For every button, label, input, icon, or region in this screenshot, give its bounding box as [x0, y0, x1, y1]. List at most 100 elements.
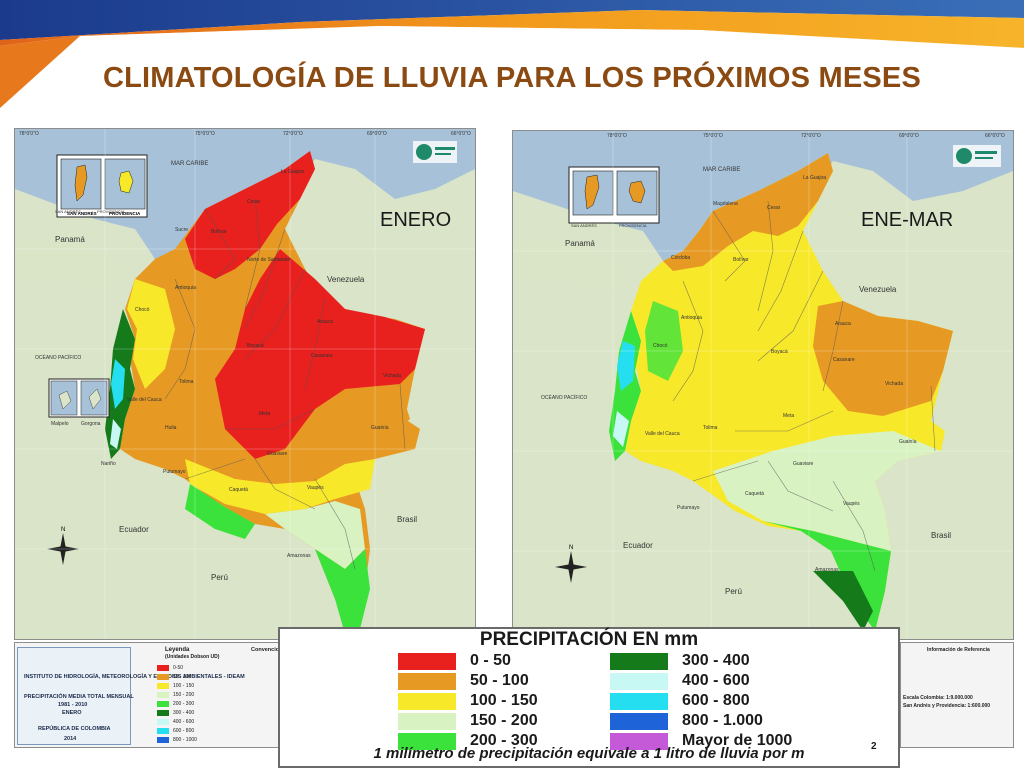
institute-name: INSTITUTO DE HIDROLOGÍA, METEOROLOGÍA Y … — [24, 674, 245, 680]
small-legend-item: 0-50 — [157, 665, 183, 671]
place-label: La Guajira — [803, 175, 827, 181]
place-label: Panamá — [565, 239, 595, 248]
north-arrow-icon: N — [555, 545, 587, 583]
place-label: Amazonas — [815, 567, 839, 573]
place-label: Panamá — [55, 235, 85, 244]
legend-label: 600 - 800 — [682, 692, 750, 709]
longitude-tick: 78°0'0"O — [19, 131, 39, 137]
place-label: Cesar — [247, 199, 261, 205]
slide-title: CLIMATOLOGÍA DE LLUVIA PARA LOS PRÓXIMOS… — [102, 62, 921, 94]
legend-footnote: 1 milímetro de precipitación equivale a … — [373, 745, 805, 762]
svg-text:N: N — [569, 545, 573, 551]
place-label: PROVIDENCIA — [619, 223, 647, 228]
info-year: 2014 — [64, 736, 77, 742]
legend-label: 150 - 200 — [470, 712, 538, 729]
place-label: Ecuador — [623, 541, 653, 550]
conventions-title: Convenciones — [251, 647, 289, 653]
longitude-tick: 75°0'0"O — [195, 131, 215, 137]
legend-swatch — [398, 653, 456, 670]
place-label: Venezuela — [859, 285, 897, 294]
svg-text:N: N — [61, 527, 65, 533]
info-map-title: PRECIPITACIÓN MEDIA TOTAL MENSUAL — [24, 694, 134, 700]
map-panel-enero: SAN ANDRÉS PROVIDENCIA N — [14, 128, 476, 640]
place-label: Cesar — [767, 205, 781, 211]
place-label: Vaupés — [307, 485, 324, 491]
legend-swatch — [610, 673, 668, 690]
place-label: Córdoba — [671, 255, 691, 261]
place-label: Vaupés — [843, 501, 860, 507]
scale-colombia: Escala Colombia: 1:9.000.000 — [903, 695, 973, 701]
institute-box: INSTITUTO DE HIDROLOGÍA, METEOROLOGÍA Y … — [17, 647, 245, 745]
info-years: 1981 - 2010 — [58, 702, 88, 708]
info-country: REPÚBLICA DE COLOMBIA — [38, 726, 111, 732]
place-label: Meta — [783, 413, 795, 419]
legend-label: 50 - 100 — [470, 672, 529, 689]
place-label: Boyacá — [247, 343, 264, 349]
place-label: PROVIDENCIA — [97, 209, 125, 214]
place-label: Putumayo — [163, 469, 186, 475]
place-label: Guainía — [899, 439, 917, 445]
small-legend: Leyenda (Unidades Dobson UD) 0-50 50 - 1… — [155, 647, 250, 743]
place-label: Brasil — [397, 515, 418, 524]
place-label: Caquetá — [229, 487, 248, 493]
small-legend-item: 800 - 1000 — [157, 737, 197, 743]
info-month: ENERO — [62, 710, 82, 716]
reference-title: Información de Referencia — [927, 647, 990, 653]
small-legend-subtitle: (Unidades Dobson UD) — [165, 654, 220, 660]
place-label: Ecuador — [119, 525, 149, 534]
place-label: SAN ANDRÉS — [55, 209, 81, 214]
place-label: Meta — [259, 411, 271, 417]
precipitation-legend: PRECIPITACIÓN EN mm 0 - 50 50 - 100 100 … — [278, 627, 900, 768]
place-label: Guainía — [371, 425, 389, 431]
longitude-tick: 78°0'0"O — [607, 133, 627, 139]
place-label: OCÉANO PACÍFICO — [541, 395, 588, 401]
legend-swatch — [398, 733, 456, 750]
legend-label: 0 - 50 — [470, 652, 511, 669]
longitude-tick: 72°0'0"O — [801, 133, 821, 139]
place-label: Casanare — [311, 353, 333, 359]
place-label: Nariño — [101, 461, 116, 467]
place-label: Venezuela — [327, 275, 365, 284]
legend-title: PRECIPITACIÓN EN mm — [479, 629, 699, 650]
small-legend-item: 400 - 600 — [157, 719, 194, 725]
place-label: Gorgona — [81, 421, 101, 427]
small-legend-item: 100 - 150 — [157, 683, 194, 689]
place-label: Perú — [725, 587, 742, 596]
place-label: Brasil — [931, 531, 952, 540]
place-label: Boyacá — [771, 349, 788, 355]
place-label: Sucre — [175, 227, 189, 233]
place-label: Tolima — [703, 425, 718, 431]
place-label: Amazonas — [287, 553, 311, 559]
legend-swatch — [610, 693, 668, 710]
place-label: Vichada — [885, 381, 903, 387]
slide-banner — [0, 0, 1024, 108]
legend-label: 200 - 300 — [470, 732, 538, 749]
map-panel-ene-mar: N ENE-MAR 78°0'0"O 75°0'0"O 72°0'0"O 69°… — [512, 130, 1014, 640]
place-label: Chocó — [653, 343, 668, 349]
place-label: Guaviare — [267, 451, 288, 457]
longitude-tick: 75°0'0"O — [703, 133, 723, 139]
place-label: Tolima — [179, 379, 194, 385]
legend-label: 300 - 400 — [682, 652, 750, 669]
longitude-tick: 72°0'0"O — [283, 131, 303, 137]
place-label: Arauca — [317, 319, 333, 325]
place-label: Huila — [165, 425, 177, 431]
place-label: SAN ANDRÉS — [571, 223, 597, 228]
place-label: Malpelo — [51, 421, 69, 427]
place-label: Vichada — [383, 373, 401, 379]
legend-swatch — [610, 733, 668, 750]
legend-label: 100 - 150 — [470, 692, 538, 709]
ideam-logo-icon — [413, 141, 457, 163]
label-san-andres: SAN ANDRÉS — [67, 209, 97, 216]
longitude-tick: 66°0'0"O — [451, 131, 471, 137]
longitude-tick: 69°0'0"O — [367, 131, 387, 137]
place-label: Arauca — [835, 321, 851, 327]
period-label-ene-mar: ENE-MAR — [861, 209, 954, 231]
place-label: Casanare — [833, 357, 855, 363]
legend-footnote-superscript: 2 — [871, 741, 877, 752]
place-label: Perú — [211, 573, 228, 582]
label-providencia: PROVIDENCIA — [109, 211, 141, 216]
place-label: Antioquia — [681, 315, 702, 321]
place-label: Guaviare — [793, 461, 814, 467]
legend-swatch — [398, 693, 456, 710]
